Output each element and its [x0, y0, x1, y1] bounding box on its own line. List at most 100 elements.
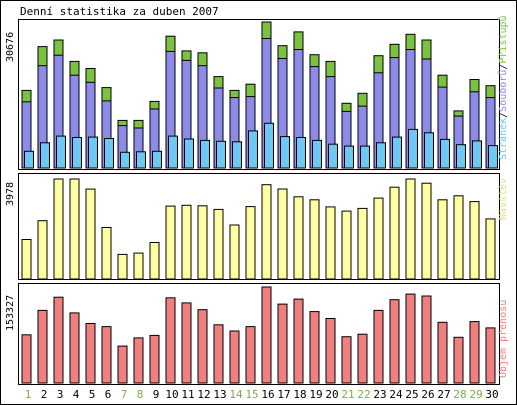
kbytes-bar-day-26 — [421, 295, 432, 384]
pages-bar-day-15 — [248, 130, 258, 169]
pages-bar-day-12 — [200, 139, 210, 169]
visits-bar-day-29 — [469, 201, 480, 280]
visits-ymax-label: 3978 — [5, 182, 16, 206]
day-label-19: 19 — [309, 388, 322, 401]
kbytes-bar-day-23 — [373, 309, 384, 384]
visits-bar-day-22 — [357, 207, 368, 280]
visits-bar-day-14 — [229, 224, 240, 280]
kbytes-bar-day-19 — [309, 311, 320, 384]
kbytes-bar-day-4 — [69, 312, 80, 384]
visits-bar-day-26 — [421, 182, 432, 280]
kbytes-bar-day-12 — [197, 309, 208, 384]
visits-bar-day-8 — [133, 252, 144, 280]
kbytes-bar-day-14 — [229, 330, 240, 384]
legend-sep-1: / — [498, 112, 509, 118]
day-label-21: 21 — [341, 388, 354, 401]
visits-panel-frame — [18, 173, 500, 280]
kbytes-bar-day-28 — [453, 336, 464, 384]
day-label-2: 2 — [41, 388, 48, 401]
visits-bar-day-9 — [149, 242, 160, 280]
day-label-10: 10 — [165, 388, 178, 401]
day-label-3: 3 — [57, 388, 64, 401]
day-label-17: 17 — [277, 388, 290, 401]
day-label-11: 11 — [181, 388, 194, 401]
visits-bar-day-25 — [405, 178, 416, 280]
visits-bar-day-17 — [277, 188, 288, 280]
pages-bar-day-24 — [392, 136, 402, 169]
visits-bar-day-5 — [85, 188, 96, 280]
visits-bar-day-3 — [53, 178, 64, 280]
day-label-26: 26 — [421, 388, 434, 401]
visits-bar-day-21 — [341, 210, 352, 280]
pages-bar-day-8 — [136, 151, 146, 169]
day-label-25: 25 — [405, 388, 418, 401]
pages-bar-day-21 — [344, 145, 354, 169]
pages-bar-day-14 — [232, 141, 242, 169]
day-label-1: 1 — [25, 388, 32, 401]
visits-bar-day-18 — [293, 196, 304, 280]
pages-bar-day-4 — [72, 137, 82, 169]
day-label-6: 6 — [105, 388, 112, 401]
kbytes-bar-day-20 — [325, 318, 336, 384]
kbytes-bar-day-17 — [277, 303, 288, 384]
pages-bar-day-5 — [88, 136, 98, 169]
kbytes-bar-day-15 — [245, 326, 256, 384]
kbytes-bar-day-10 — [165, 297, 176, 384]
visits-bar-day-12 — [197, 205, 208, 280]
requests-legend: Stránek/Souborů/Přístupů — [497, 15, 509, 160]
kbytes-bar-day-7 — [117, 345, 128, 384]
pages-bar-day-22 — [360, 145, 370, 169]
pages-bar-day-30 — [488, 145, 498, 169]
day-label-22: 22 — [357, 388, 370, 401]
kbytes-bar-day-2 — [37, 309, 48, 384]
pages-bar-day-9 — [152, 150, 162, 169]
visits-bar-day-24 — [389, 186, 400, 280]
requests-panel-frame — [18, 19, 500, 170]
pages-bar-day-18 — [296, 137, 306, 169]
kbytes-bar-day-29 — [469, 321, 480, 384]
day-label-23: 23 — [373, 388, 386, 401]
pages-bar-day-17 — [280, 136, 290, 169]
legend-sep-2: / — [498, 64, 509, 70]
legend-pages: Stránek — [497, 118, 509, 160]
day-label-5: 5 — [89, 388, 96, 401]
pages-bar-day-7 — [120, 151, 130, 169]
requests-ymax-label: 30676 — [5, 32, 16, 62]
day-label-7: 7 — [121, 388, 128, 401]
day-label-12: 12 — [197, 388, 210, 401]
visits-bar-day-27 — [437, 199, 448, 280]
pages-bar-day-23 — [376, 142, 386, 169]
kbytes-bar-day-6 — [101, 326, 112, 384]
pages-bar-day-16 — [264, 122, 274, 169]
day-label-29: 29 — [469, 388, 482, 401]
day-label-13: 13 — [213, 388, 226, 401]
kbytes-bar-day-8 — [133, 337, 144, 384]
pages-bar-day-29 — [472, 140, 482, 169]
kbytes-bar-day-22 — [357, 333, 368, 384]
visits-bar-day-11 — [181, 204, 192, 280]
pages-bar-day-10 — [168, 135, 178, 169]
visits-bar-day-15 — [245, 206, 256, 280]
pages-bar-day-2 — [40, 142, 50, 169]
legend-files: Souborů — [497, 70, 509, 112]
chart-title: Denní statistika za duben 2007 — [20, 5, 219, 18]
day-label-16: 16 — [261, 388, 274, 401]
day-label-8: 8 — [137, 388, 144, 401]
kbytes-bar-day-30 — [485, 327, 496, 384]
visits-bar-day-28 — [453, 195, 464, 280]
visits-bar-day-1 — [21, 239, 32, 280]
pages-bar-day-27 — [440, 138, 450, 169]
chart-bars — [21, 21, 498, 384]
kbytes-bar-day-5 — [85, 323, 96, 384]
visits-bar-day-30 — [485, 218, 496, 280]
day-label-9: 9 — [153, 388, 160, 401]
kbytes-bar-day-27 — [437, 321, 448, 384]
day-label-28: 28 — [453, 388, 466, 401]
kbytes-ymax-label: 153327 — [5, 295, 16, 331]
day-label-15: 15 — [245, 388, 258, 401]
kbytes-bar-day-24 — [389, 299, 400, 384]
legend-hits: Přístupů — [497, 15, 509, 63]
pages-bar-day-25 — [408, 128, 418, 169]
